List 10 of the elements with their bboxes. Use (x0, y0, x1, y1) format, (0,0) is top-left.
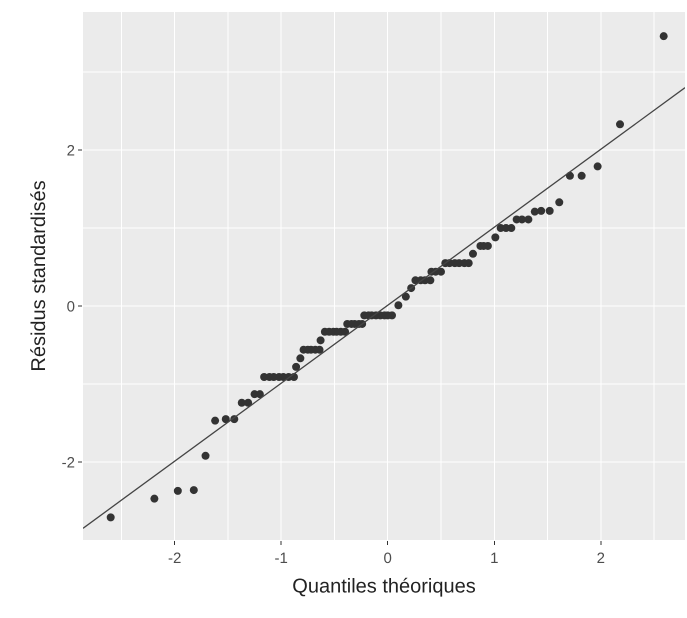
y-axis-title: Résidus standardisés (28, 180, 50, 372)
x-tick-label: -1 (274, 550, 288, 567)
y-tick-label: -2 (62, 454, 75, 472)
x-tick-label: 2 (596, 550, 605, 567)
x-tick-label: -2 (168, 550, 182, 567)
x-tick-label: 1 (490, 550, 498, 567)
y-tick-label: 2 (66, 142, 75, 160)
x-axis-title: Quantiles théoriques (292, 576, 476, 598)
y-tick-label: 0 (66, 298, 75, 316)
x-tick-label: 0 (384, 550, 392, 567)
